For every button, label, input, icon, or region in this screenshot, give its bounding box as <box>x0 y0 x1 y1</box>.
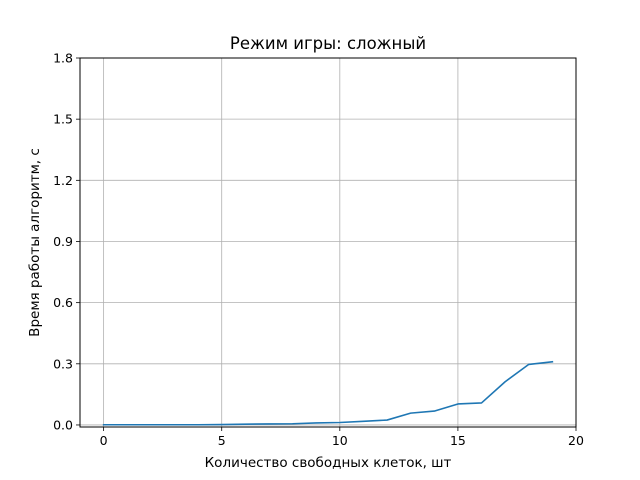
y-axis-ticks: 0.0 0.3 0.6 0.9 1.2 1.5 1.8 <box>53 51 80 432</box>
series-line <box>102 360 554 426</box>
y-tick-label: 1.2 <box>53 173 73 188</box>
y-tick-label: 1.8 <box>53 51 73 66</box>
y-tick-label: 1.5 <box>53 112 73 127</box>
chart-title: Режим игры: сложный <box>230 34 426 53</box>
series-layer <box>102 360 554 426</box>
x-tick-label: 5 <box>218 433 226 448</box>
y-tick-label: 0.0 <box>53 417 73 432</box>
x-tick-label: 10 <box>332 433 348 448</box>
x-tick-label: 0 <box>100 433 108 448</box>
y-tick-label: 0.3 <box>53 356 73 371</box>
y-axis-label: Время работы алгоритм, с <box>27 148 43 337</box>
plot-frame <box>79 57 577 428</box>
x-tick-label: 15 <box>450 433 466 448</box>
x-axis-label: Количество свободных клеток, шт <box>205 455 452 471</box>
x-tick-label: 20 <box>568 433 584 448</box>
y-tick-label: 0.9 <box>53 234 73 249</box>
x-axis-ticks: 0 5 10 15 20 <box>100 427 584 448</box>
y-tick-label: 0.6 <box>53 295 73 310</box>
